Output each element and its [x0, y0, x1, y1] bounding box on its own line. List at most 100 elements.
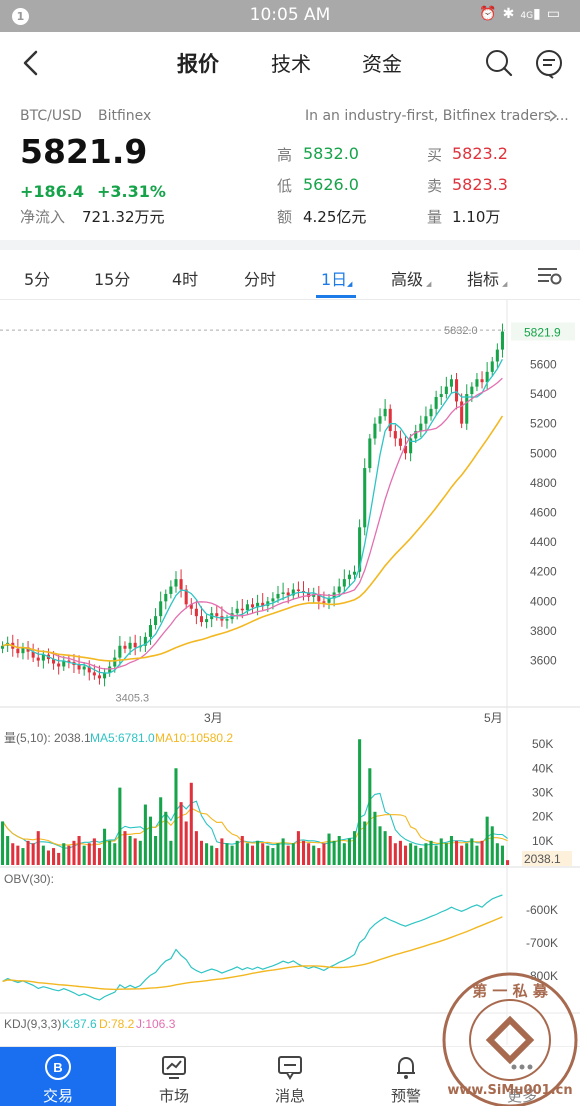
nav-trade[interactable]: B 交易: [0, 1047, 116, 1106]
candle-body: [36, 657, 40, 661]
candle-body: [434, 397, 438, 409]
watermark-top-text: 第 一 私 募: [472, 982, 549, 1000]
candle-body: [205, 619, 209, 623]
bell-icon: [397, 1056, 415, 1079]
candle-body: [480, 379, 484, 383]
chevron-right-icon[interactable]: [548, 109, 558, 123]
volume-bar: [21, 848, 25, 865]
volume-tick-label: 20K: [532, 810, 553, 824]
volume-bar: [225, 843, 229, 865]
volume-bar: [31, 843, 35, 865]
nav-alerts[interactable]: 预警: [348, 1047, 464, 1106]
moving-average-lines: [2, 358, 508, 1001]
volume-bar: [87, 843, 91, 865]
tab-quote[interactable]: 报价: [177, 52, 219, 76]
volume-bar: [419, 848, 423, 865]
nav-market[interactable]: 市场: [116, 1047, 232, 1106]
price-tick-label: 4200: [530, 565, 557, 579]
volume-bar: [154, 835, 158, 865]
date-tick-label: 5月: [484, 711, 503, 725]
candle-body: [41, 654, 45, 661]
price-tick-label: 4600: [530, 506, 557, 520]
nav-more[interactable]: 更多: [464, 1047, 580, 1106]
bluetooth-icon: ✱: [502, 6, 521, 22]
chat-icon[interactable]: [532, 46, 566, 80]
price-change-pct: +3.31%: [97, 182, 166, 201]
quote-header: BTC/USD Bitfinex In an industry-first, B…: [0, 94, 580, 244]
volume-bar: [276, 843, 280, 865]
more-icon: [511, 1064, 533, 1070]
volume-bar: [347, 838, 351, 865]
network-label: 4G: [520, 11, 534, 21]
watermark-url: www.SiMu001.cn: [447, 1083, 572, 1098]
pair-label: BTC/USD: [20, 108, 82, 124]
volume-ma5-label: MA5:6781.0: [90, 731, 155, 745]
volume-bar: [143, 804, 147, 865]
candle-body: [92, 672, 96, 676]
volume-bar: [36, 831, 40, 865]
low-value: 5626.0: [303, 175, 359, 194]
volume-bar: [235, 840, 239, 865]
volume-bar: [449, 835, 453, 865]
last-price-label: 5821.9: [524, 326, 561, 340]
indicator-menu[interactable]: 指标: [467, 270, 500, 289]
volume-bar: [342, 843, 346, 865]
volume-bar: [148, 816, 153, 865]
candle-body: [245, 604, 249, 611]
candle-body: [123, 645, 127, 649]
search-icon[interactable]: [482, 46, 516, 80]
candle-body: [439, 394, 443, 397]
back-arrow-icon[interactable]: [16, 46, 46, 80]
active-period-underline: [316, 295, 356, 298]
tab-funds[interactable]: 资金: [362, 52, 402, 76]
candle-body: [291, 589, 295, 596]
volume-bar: [301, 840, 306, 865]
ask-label: 卖: [427, 177, 443, 195]
price-tick-label: 5200: [530, 417, 557, 431]
period-advanced[interactable]: 高级: [391, 270, 424, 289]
period-timeshare[interactable]: 分时: [244, 270, 277, 289]
volume-bar: [250, 845, 255, 865]
volume-value: 1.10万: [452, 208, 501, 226]
candle-body: [455, 379, 459, 402]
tab-technical[interactable]: 技术: [271, 52, 311, 76]
volume-bar: [11, 843, 15, 865]
ma5-line: [2, 358, 503, 674]
volume-bar: [506, 860, 510, 865]
candle-body: [97, 675, 101, 679]
candle-body: [143, 636, 147, 646]
volume-bar: [383, 831, 387, 865]
volume-bar: [465, 843, 469, 865]
kline-chart[interactable]: 5600 5400 5200 5000 4800 4600 4400 4200 4000 3800…: [0, 300, 580, 1045]
exchange-label: Bitfinex: [98, 108, 152, 124]
volume-bar: [62, 843, 66, 865]
volume-bar: [317, 848, 321, 865]
volume-bar: [429, 840, 433, 865]
candle-body: [281, 592, 285, 594]
price-tick-label: 4400: [530, 535, 557, 549]
volume-bars: [1, 739, 510, 865]
net-inflow-label: 净流入: [20, 208, 66, 226]
candle-body: [388, 408, 392, 432]
period-15m[interactable]: 15分: [94, 270, 131, 289]
volume-bar: [164, 811, 168, 865]
candle-body: [485, 371, 489, 383]
candle-body: [57, 663, 61, 667]
period-5m[interactable]: 5分: [24, 270, 51, 289]
volume-bar: [189, 782, 193, 865]
period-4h[interactable]: 4时: [172, 270, 199, 289]
volume-bar: [199, 840, 204, 865]
dropdown-triangle-icon: ◢: [426, 280, 432, 288]
volume-bar: [439, 838, 443, 865]
candle-body: [429, 408, 433, 417]
period-1d[interactable]: 1日: [321, 270, 348, 289]
news-ticker[interactable]: In an industry-first, Bitfinex traders .…: [305, 108, 569, 124]
volume-bar: [404, 845, 408, 865]
bottom-nav: B 交易 市场 消息 预警 更多: [0, 1046, 580, 1106]
volume-bar: [159, 797, 163, 865]
nav-trade-label: 交易: [42, 1087, 73, 1105]
chart-settings-icon[interactable]: [537, 266, 563, 286]
dropdown-triangle-icon: ◢: [347, 280, 353, 288]
alarm-icon: ⏰: [479, 6, 503, 22]
nav-messages[interactable]: 消息: [232, 1047, 348, 1106]
